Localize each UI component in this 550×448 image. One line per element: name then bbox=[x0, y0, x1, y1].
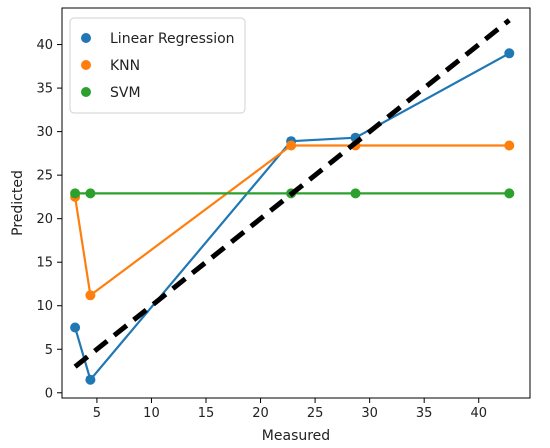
y-tick-label-1: 5 bbox=[45, 343, 53, 358]
y-tick-label-8: 40 bbox=[36, 38, 53, 53]
x-tick-label-0: 5 bbox=[93, 406, 101, 421]
legend-label-1: KNN bbox=[110, 58, 140, 74]
y-tick-label-3: 15 bbox=[36, 256, 53, 271]
legend-marker-0 bbox=[81, 33, 91, 43]
x-axis-title: Measured bbox=[262, 428, 330, 444]
y-tick-label-0: 0 bbox=[45, 386, 53, 401]
y-tick-label-6: 30 bbox=[36, 125, 53, 140]
legend-marker-1 bbox=[81, 60, 91, 70]
x-tick-label-3: 20 bbox=[252, 406, 269, 421]
x-tick-label-5: 30 bbox=[361, 406, 378, 421]
x-tick-label-6: 35 bbox=[416, 406, 433, 421]
legend-marker-2 bbox=[81, 87, 91, 97]
data-point-s1-2 bbox=[286, 140, 297, 151]
axes: 5 10 15 20 25 30 35 40 0 5 10 15 20 25 30 35 40 Measured P… bbox=[10, 7, 531, 444]
y-tick-label-2: 10 bbox=[36, 299, 53, 314]
x-tick-label-2: 15 bbox=[198, 406, 215, 421]
x-tick-label-4: 25 bbox=[307, 406, 324, 421]
y-tick-label-7: 35 bbox=[36, 82, 53, 97]
y-axis-title: Predicted bbox=[10, 170, 26, 236]
legend-label-0: Linear Regression bbox=[110, 31, 235, 47]
plot-area bbox=[70, 18, 515, 385]
data-point-s2-3 bbox=[350, 188, 361, 199]
legend-label-2: SVM bbox=[110, 85, 141, 101]
data-point-s2-4 bbox=[504, 188, 515, 199]
y-tick-label-4: 20 bbox=[36, 212, 53, 227]
data-point-s0-4 bbox=[504, 48, 515, 59]
x-tick-label-1: 10 bbox=[143, 406, 160, 421]
data-point-s2-1 bbox=[85, 188, 96, 199]
data-point-s2-0 bbox=[70, 188, 81, 199]
legend: Linear Regression KNN SVM bbox=[69, 17, 246, 114]
reference-line bbox=[73, 18, 511, 369]
axes-frame bbox=[61, 7, 531, 399]
legend-box bbox=[69, 17, 246, 114]
data-point-s0-1 bbox=[85, 374, 96, 385]
data-point-s1-4 bbox=[504, 140, 515, 151]
y-tick-label-5: 25 bbox=[36, 169, 53, 184]
data-point-s1-1 bbox=[85, 290, 96, 301]
x-tick-label-7: 40 bbox=[470, 406, 487, 421]
data-point-s0-0 bbox=[70, 322, 81, 333]
